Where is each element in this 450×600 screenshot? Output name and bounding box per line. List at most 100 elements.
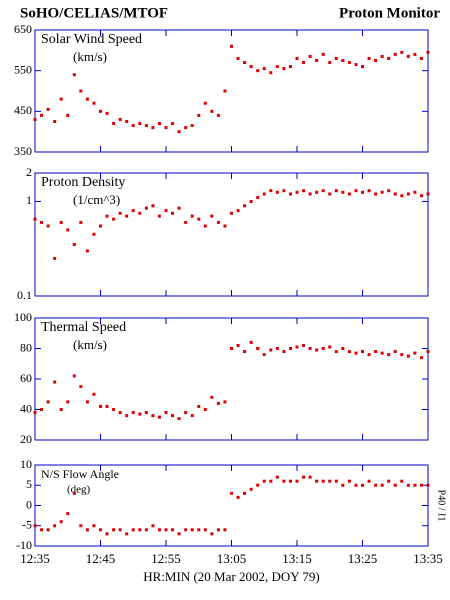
point [105, 532, 109, 536]
point [46, 400, 50, 404]
point [400, 353, 404, 357]
point [249, 199, 253, 203]
point [190, 214, 194, 218]
point [210, 214, 214, 218]
point [295, 190, 299, 194]
point [387, 189, 391, 193]
panel-title: N/S Flow Angle [41, 467, 119, 481]
point [249, 487, 253, 491]
point [419, 56, 423, 60]
x-tick-label: 13:25 [348, 551, 378, 566]
point [157, 528, 161, 532]
point [112, 408, 116, 411]
point [426, 50, 430, 54]
point [210, 395, 214, 399]
point [190, 124, 194, 128]
point [302, 343, 306, 347]
point [400, 50, 404, 54]
point [256, 347, 260, 350]
point [387, 479, 391, 483]
point [112, 122, 116, 126]
panel-title: Thermal Speed [41, 320, 126, 335]
point [288, 347, 292, 350]
point [347, 61, 351, 65]
point [164, 528, 168, 532]
point [334, 189, 338, 193]
point [53, 524, 57, 528]
point [151, 414, 155, 418]
point [151, 204, 155, 208]
point [354, 483, 358, 487]
point [151, 126, 155, 130]
point [59, 97, 63, 101]
point [171, 414, 175, 418]
point [361, 483, 364, 487]
point [315, 348, 319, 352]
point [282, 67, 286, 71]
point [40, 220, 44, 224]
point [413, 483, 417, 487]
point [184, 220, 188, 224]
x-tick-label: 13:35 [413, 551, 443, 566]
point [302, 475, 306, 479]
point [40, 408, 44, 411]
point [308, 347, 312, 350]
point [282, 189, 286, 193]
point [374, 59, 378, 62]
header-right: Proton Monitor [339, 5, 440, 21]
point [92, 392, 96, 396]
point [72, 491, 76, 495]
point [138, 122, 142, 126]
point [262, 192, 266, 196]
point [328, 61, 332, 65]
point [367, 479, 371, 483]
point [295, 345, 299, 349]
point [393, 350, 397, 354]
point [328, 479, 332, 483]
point [33, 524, 37, 528]
panel-title: Proton Density [41, 175, 125, 190]
x-axis-label: HR:MIN (20 Mar 2002, DOY 79) [143, 569, 319, 584]
point [59, 520, 63, 524]
point [33, 117, 37, 121]
point [413, 52, 417, 56]
point [53, 256, 57, 260]
point [393, 52, 397, 56]
point [262, 67, 266, 71]
header-left: SoHO/CELIAS/MTOF [20, 5, 168, 21]
point [262, 353, 266, 357]
point [328, 345, 332, 349]
point [380, 190, 384, 194]
point [341, 483, 345, 487]
point [275, 65, 279, 69]
point [157, 415, 161, 419]
point [361, 350, 364, 354]
point [92, 101, 96, 105]
point [380, 54, 384, 58]
panel-unit: (1/cm^3) [73, 192, 120, 207]
point [118, 528, 122, 532]
point [295, 56, 299, 60]
point [308, 475, 312, 479]
point [164, 411, 168, 415]
point [367, 56, 371, 60]
point [131, 411, 135, 415]
point [413, 190, 417, 194]
point [125, 120, 129, 123]
point [164, 126, 168, 130]
point [374, 192, 378, 196]
point [40, 113, 44, 117]
point [151, 524, 155, 528]
point [190, 414, 194, 418]
point [105, 111, 109, 115]
point [302, 189, 306, 193]
point [387, 353, 391, 357]
point [223, 400, 227, 404]
point [236, 56, 240, 60]
point [361, 65, 364, 69]
point [334, 479, 338, 483]
point [144, 124, 148, 128]
point [118, 411, 122, 415]
point [92, 524, 96, 528]
